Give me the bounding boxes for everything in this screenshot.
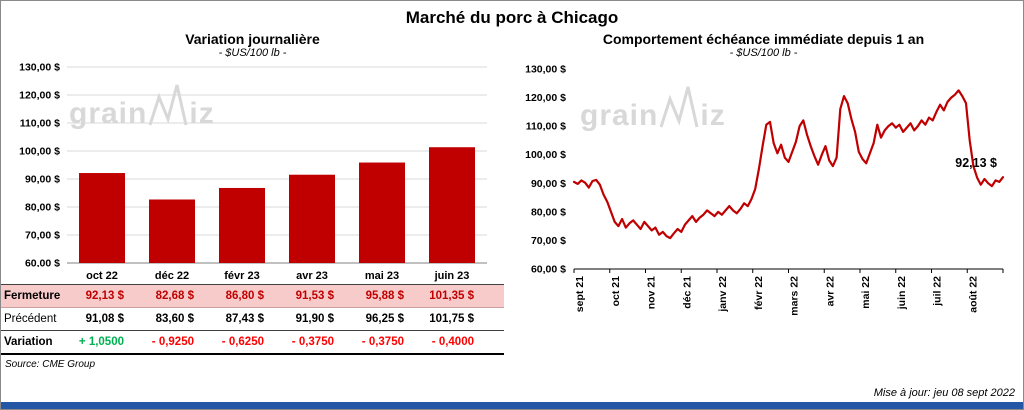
table-row: Fermeture 92,13 $ 82,68 $ 86,80 $ 91,53 $ 95,… (1, 285, 504, 308)
grainwiz-watermark: grain iz (69, 83, 215, 131)
table-cell: 91,08 $ (85, 313, 124, 325)
y-tick-label: 130,00 $ (19, 62, 60, 74)
x-tick-label: nov 21 (646, 276, 658, 309)
spacer (1, 270, 67, 282)
row-label: Variation (4, 336, 53, 348)
x-tick-label: mai 22 (860, 276, 872, 309)
price-table: Fermeture 92,13 $ 82,68 $ 86,80 $ 91,53 $ 95,… (1, 285, 504, 355)
bar (149, 199, 195, 263)
watermark-text-right: iz (189, 97, 215, 130)
watermark-text-left: grain (580, 99, 659, 132)
table-cell: - 0,9250 (151, 336, 194, 348)
table-cell: 87,43 $ (225, 313, 264, 325)
zigzag-line-icon (659, 86, 699, 128)
grainwiz-watermark: grain iz (580, 85, 726, 133)
x-tick-label: juin 22 (896, 276, 908, 310)
table-cell: 86,80 $ (225, 290, 264, 302)
y-tick-label: 80,00 $ (531, 206, 566, 218)
x-tick-label: août 22 (967, 276, 979, 313)
row-label: Précédent (4, 313, 57, 325)
update-note: Mise à jour: jeu 08 sept 2022 (873, 387, 1015, 399)
panels-container: Variation journalière - $US/100 lb - gra… (1, 29, 1023, 370)
table-row: Variation + 1,0500 - 0,9250 - 0,6250 - 0,375… (1, 331, 504, 355)
bar-chart: 60,00 $ 70,00 $ 80,00 $ 90,00 $ 100,00 $ 110,… (19, 62, 487, 268)
month-label: févr 23 (224, 270, 260, 282)
y-tick-label: 80,00 $ (25, 202, 60, 214)
y-tick-label: 60,00 $ (25, 258, 60, 268)
month-label: oct 22 (86, 270, 118, 282)
bar-chart-x-labels: oct 22 déc 22 févr 23 avr 23 mai 23 juin 23 (1, 267, 504, 285)
bar-chart-title: Variation journalière (185, 31, 320, 47)
y-tick-label: 60,00 $ (531, 264, 566, 276)
x-tick-label: janv 22 (717, 276, 729, 313)
y-tick-label: 90,00 $ (25, 174, 60, 186)
month-label: mai 23 (364, 270, 400, 282)
table-cell: 83,60 $ (155, 313, 194, 325)
bar (219, 187, 265, 263)
y-tick-label: 90,00 $ (531, 178, 566, 190)
table-cell: 91,90 $ (295, 313, 334, 325)
table-cell: - 0,6250 (221, 336, 264, 348)
table-cell: + 1,0500 (78, 336, 124, 348)
table-cell: 82,68 $ (155, 290, 194, 302)
row-label: Fermeture (4, 290, 61, 302)
y-tick-label: 120,00 $ (525, 92, 566, 104)
one-year-trend-panel: Comportement échéance immédiate depuis 1… (504, 29, 1023, 370)
x-tick-label: oct 21 (610, 276, 622, 307)
bar-chart-area: grain iz 60,00 $ 70,00 $ 80,00 $ 90,00 $ 100… (1, 61, 504, 267)
table-cell: - 0,3750 (291, 336, 334, 348)
y-tick-label: 70,00 $ (531, 235, 566, 247)
month-label: déc 22 (154, 270, 190, 282)
y-tick-label: 100,00 $ (19, 146, 60, 158)
x-tick-label: févr 22 (753, 276, 765, 310)
y-tick-label: 110,00 $ (526, 121, 566, 133)
x-tick-label: juil 22 (932, 276, 944, 307)
table-cell: 92,13 $ (85, 290, 124, 302)
footer-bar (1, 402, 1023, 409)
table-row: Précédent 91,08 $ 83,60 $ 87,43 $ 91,90 $ 96,… (1, 308, 504, 331)
bar (289, 174, 335, 263)
y-tick-label: 100,00 $ (525, 149, 566, 161)
table-cell: 95,88 $ (365, 290, 404, 302)
line-chart-area: grain iz 60,00 $ 70,00 $ 80,00 $ 90,00 $ 100… (504, 61, 1023, 351)
table-cell: 96,25 $ (365, 313, 404, 325)
table-cell: 101,35 $ (429, 290, 474, 302)
table-cell: - 0,4000 (431, 336, 474, 348)
watermark-text-left: grain (69, 97, 148, 130)
zigzag-line-icon (148, 84, 188, 126)
bar-chart-subtitle: - $US/100 lb - (218, 47, 287, 59)
table-cell: 91,53 $ (295, 290, 334, 302)
x-tick-label: déc 21 (681, 276, 693, 309)
daily-variation-panel: Variation journalière - $US/100 lb - gra… (1, 29, 504, 370)
x-tick-label: sept 21 (574, 276, 586, 312)
x-tick-label: mars 22 (789, 276, 801, 316)
source-note: Source: CME Group (5, 359, 96, 370)
page-title: Marché du porc à Chicago (405, 8, 619, 27)
line-chart-title: Comportement échéance immédiate depuis 1… (602, 31, 925, 47)
y-tick-label: 120,00 $ (19, 90, 60, 102)
bar (429, 147, 475, 263)
bar (79, 173, 125, 263)
price-line (572, 89, 1005, 240)
table-cell: - 0,3750 (361, 336, 404, 348)
x-tick-label: avr 22 (824, 276, 836, 307)
month-label: avr 23 (296, 270, 328, 282)
line-chart: 60,00 $ 70,00 $ 80,00 $ 90,00 $ 100,00 $ 110,… (525, 64, 1005, 316)
last-price-annotation: 92,13 $ (955, 156, 997, 170)
y-tick-label: 110,00 $ (20, 118, 60, 130)
y-tick-label: 130,00 $ (525, 64, 566, 76)
bar (359, 162, 405, 263)
line-chart-subtitle: - $US/100 lb - (729, 47, 798, 59)
table-cell: 101,75 $ (429, 313, 474, 325)
month-label: juin 23 (434, 270, 470, 282)
y-tick-label: 70,00 $ (25, 230, 60, 242)
watermark-text-right: iz (700, 99, 726, 132)
